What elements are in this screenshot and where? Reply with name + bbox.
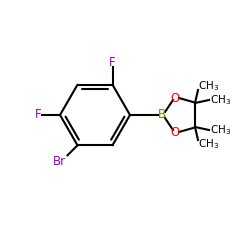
Text: O: O bbox=[170, 92, 179, 104]
Text: F: F bbox=[109, 56, 116, 69]
Text: CH$_3$: CH$_3$ bbox=[198, 79, 219, 93]
Text: CH$_3$: CH$_3$ bbox=[210, 123, 231, 137]
Text: CH$_3$: CH$_3$ bbox=[198, 137, 219, 151]
Text: B: B bbox=[158, 108, 166, 122]
Text: O: O bbox=[170, 126, 179, 138]
Text: CH$_3$: CH$_3$ bbox=[210, 93, 231, 107]
Text: Br: Br bbox=[53, 155, 66, 168]
Text: F: F bbox=[35, 108, 41, 122]
